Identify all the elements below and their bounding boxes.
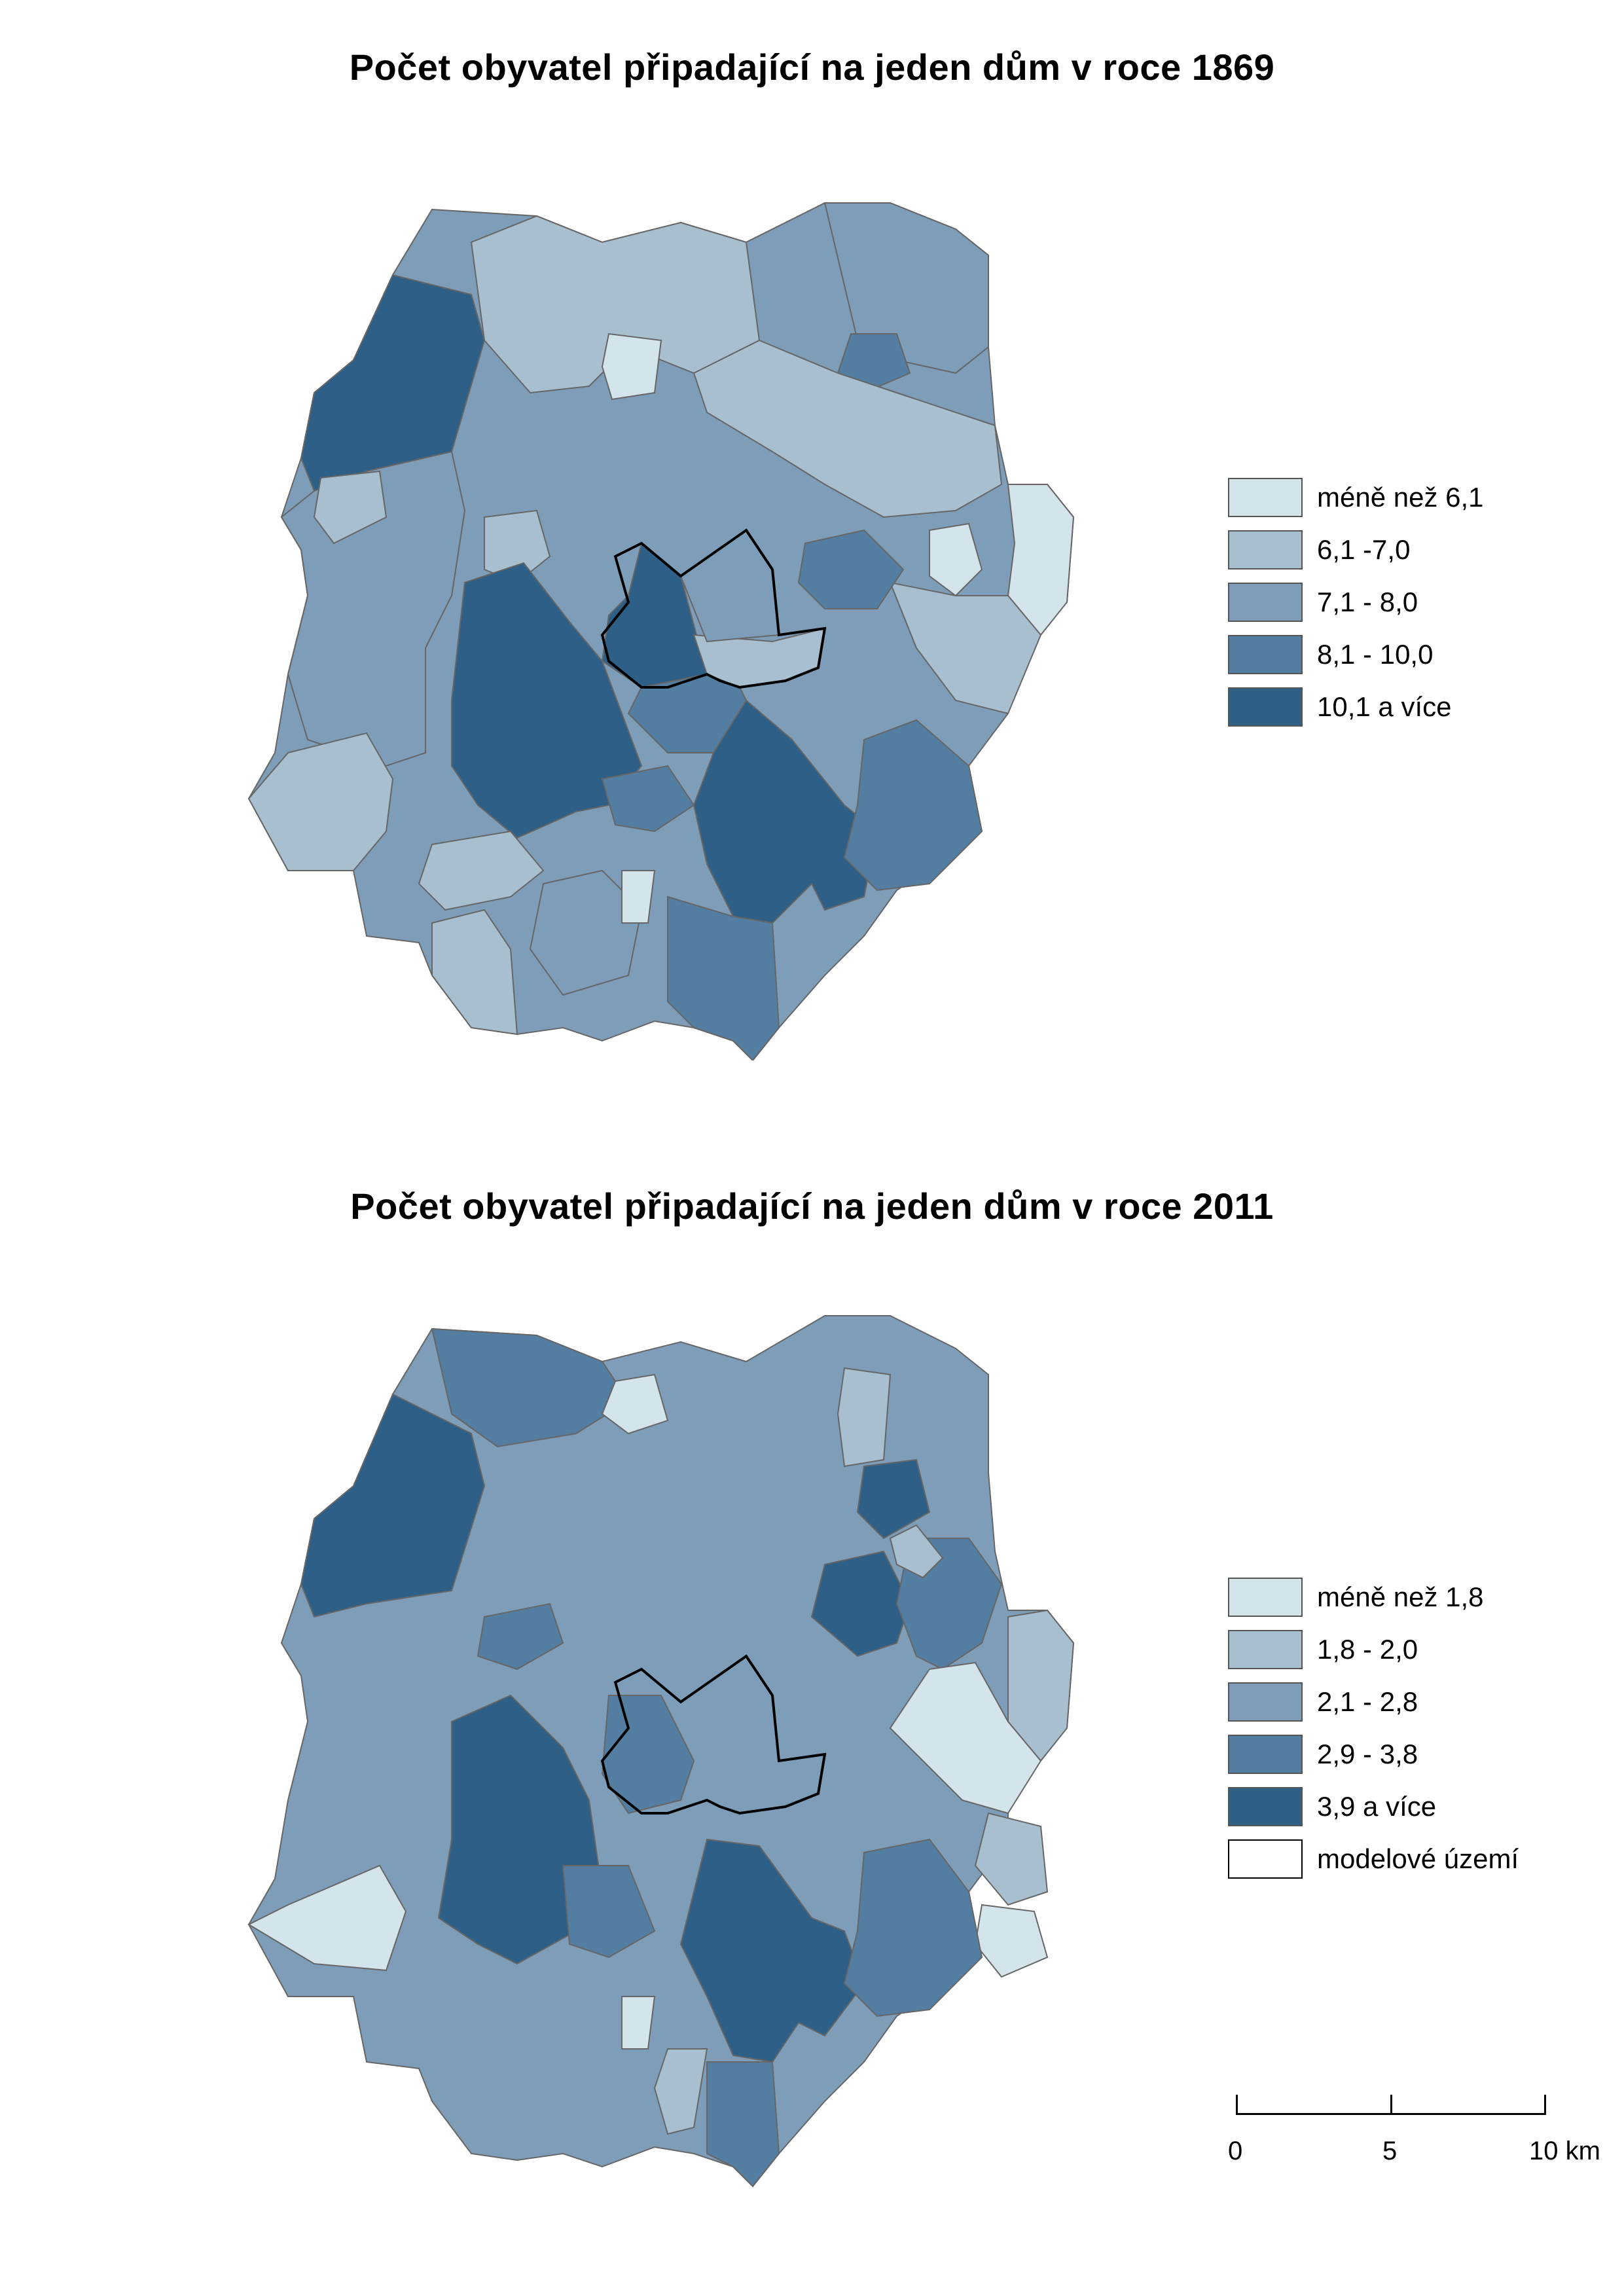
legend-label: 3,9 a více <box>1317 1791 1437 1822</box>
scale-label-10: 10 km <box>1529 2137 1600 2165</box>
map-title-2011: Počet obyvatel připadající na jeden dům … <box>350 1185 1274 1227</box>
map-title-1869: Počet obyvatel připadající na jeden dům … <box>349 46 1275 88</box>
region-sw-light <box>247 732 394 871</box>
map-1869-svg <box>247 202 1075 1060</box>
legend-swatch <box>1228 1787 1303 1826</box>
legend-swatch <box>1228 635 1303 674</box>
region-east-middark <box>797 529 905 609</box>
scale-tick <box>1544 2095 1546 2115</box>
region-ne-dark <box>837 333 911 394</box>
region-south-bottom-light <box>431 909 518 1036</box>
region-east-lightest-2 <box>929 522 983 597</box>
region-south-mid <box>529 869 643 996</box>
region-north-lightest <box>601 333 662 401</box>
region-west-small-2 <box>484 509 551 584</box>
region-se-middark <box>843 1838 983 2017</box>
region-southeast-middark <box>843 719 983 892</box>
legend-label: 2,9 - 3,8 <box>1317 1739 1418 1769</box>
region-south-light <box>653 2048 708 2135</box>
region-south-light <box>418 830 545 911</box>
region-south-middark <box>667 895 780 1060</box>
legend-swatch <box>1228 1578 1303 1617</box>
legend-item: 6,1 -7,0 <box>1228 524 1484 576</box>
legend-1869: méně než 6,1 6,1 -7,0 7,1 - 8,0 8,1 - 10… <box>1228 471 1484 733</box>
scale-tick <box>1236 2095 1238 2115</box>
region-north-lightest <box>601 1373 669 1435</box>
region-center-middark <box>601 1695 695 1815</box>
region-center-mid-3 <box>477 1602 564 1671</box>
region-center-mid-2 <box>562 1865 656 1959</box>
region-east-lightest <box>889 1661 1042 1815</box>
legend-item: méně než 6,1 <box>1228 471 1484 524</box>
legend-swatch <box>1228 1735 1303 1774</box>
legend-label: méně než 6,1 <box>1317 482 1484 513</box>
region-nw-dark <box>300 1393 486 1618</box>
legend-label: 8,1 - 10,0 <box>1317 639 1434 670</box>
choropleth-map-2011 <box>236 1303 1204 2193</box>
model-territory-outline <box>600 1654 827 1815</box>
model-territory-outline <box>600 528 827 689</box>
legend-swatch <box>1228 530 1303 569</box>
legend-swatch <box>1228 478 1303 517</box>
region-se-light <box>974 1812 1049 1906</box>
map-2011-svg <box>247 1315 1075 2188</box>
region-east-lightest <box>1007 484 1075 636</box>
region-e-dark <box>810 1550 911 1657</box>
legend-item: 7,1 - 8,0 <box>1228 576 1484 628</box>
legend-item: modelové území <box>1228 1833 1519 1885</box>
region-ne-dark <box>856 1458 931 1540</box>
region-ne-light <box>693 339 1003 518</box>
region-center-south-dark <box>679 1838 865 2063</box>
legend-item: méně než 1,8 <box>1228 1571 1519 1623</box>
legend-swatch <box>1228 687 1303 727</box>
region-middark-2 <box>601 765 695 833</box>
region-north-light <box>837 1367 892 1468</box>
region-south-lightest <box>621 870 656 924</box>
scale-tick <box>1390 2095 1392 2115</box>
legend-item: 1,8 - 2,0 <box>1228 1623 1519 1676</box>
region-ne-small-light <box>889 1524 944 1579</box>
region-north-middark <box>431 1328 630 1448</box>
legend-label: 1,8 - 2,0 <box>1317 1634 1418 1665</box>
legend-item: 2,9 - 3,8 <box>1228 1728 1519 1780</box>
scale-bar: 0 5 10 km <box>1223 2095 1600 2173</box>
legend-2011: méně než 1,8 1,8 - 2,0 2,1 - 2,8 2,9 - 3… <box>1228 1571 1519 1885</box>
legend-swatch <box>1228 1839 1303 1879</box>
legend-label: 2,1 - 2,8 <box>1317 1686 1418 1717</box>
legend-label: modelové území <box>1317 1843 1519 1874</box>
legend-label: méně než 1,8 <box>1317 1581 1484 1612</box>
legend-item: 2,1 - 2,8 <box>1228 1676 1519 1728</box>
scale-label-0: 0 <box>1228 2137 1243 2165</box>
legend-label: 6,1 -7,0 <box>1317 534 1411 565</box>
legend-swatch <box>1228 1630 1303 1669</box>
legend-item: 8,1 - 10,0 <box>1228 628 1484 681</box>
legend-swatch <box>1228 1682 1303 1722</box>
region-east-light <box>889 581 1042 715</box>
legend-item: 3,9 a více <box>1228 1780 1519 1833</box>
region-center-west-dark <box>451 562 643 839</box>
region-west-small <box>313 470 388 545</box>
choropleth-map-1869 <box>236 177 1204 1060</box>
legend-label: 10,1 a více <box>1317 691 1452 722</box>
region-south-bottom-middark <box>706 2061 780 2188</box>
legend-swatch <box>1228 583 1303 622</box>
region-sw-lightest <box>247 1864 407 1972</box>
scale-label-5: 5 <box>1382 2137 1398 2165</box>
region-se-lightest <box>974 1904 1049 1978</box>
legend-label: 7,1 - 8,0 <box>1317 587 1418 617</box>
region-south-lightest <box>621 1996 656 2050</box>
legend-item: 10,1 a více <box>1228 681 1484 733</box>
